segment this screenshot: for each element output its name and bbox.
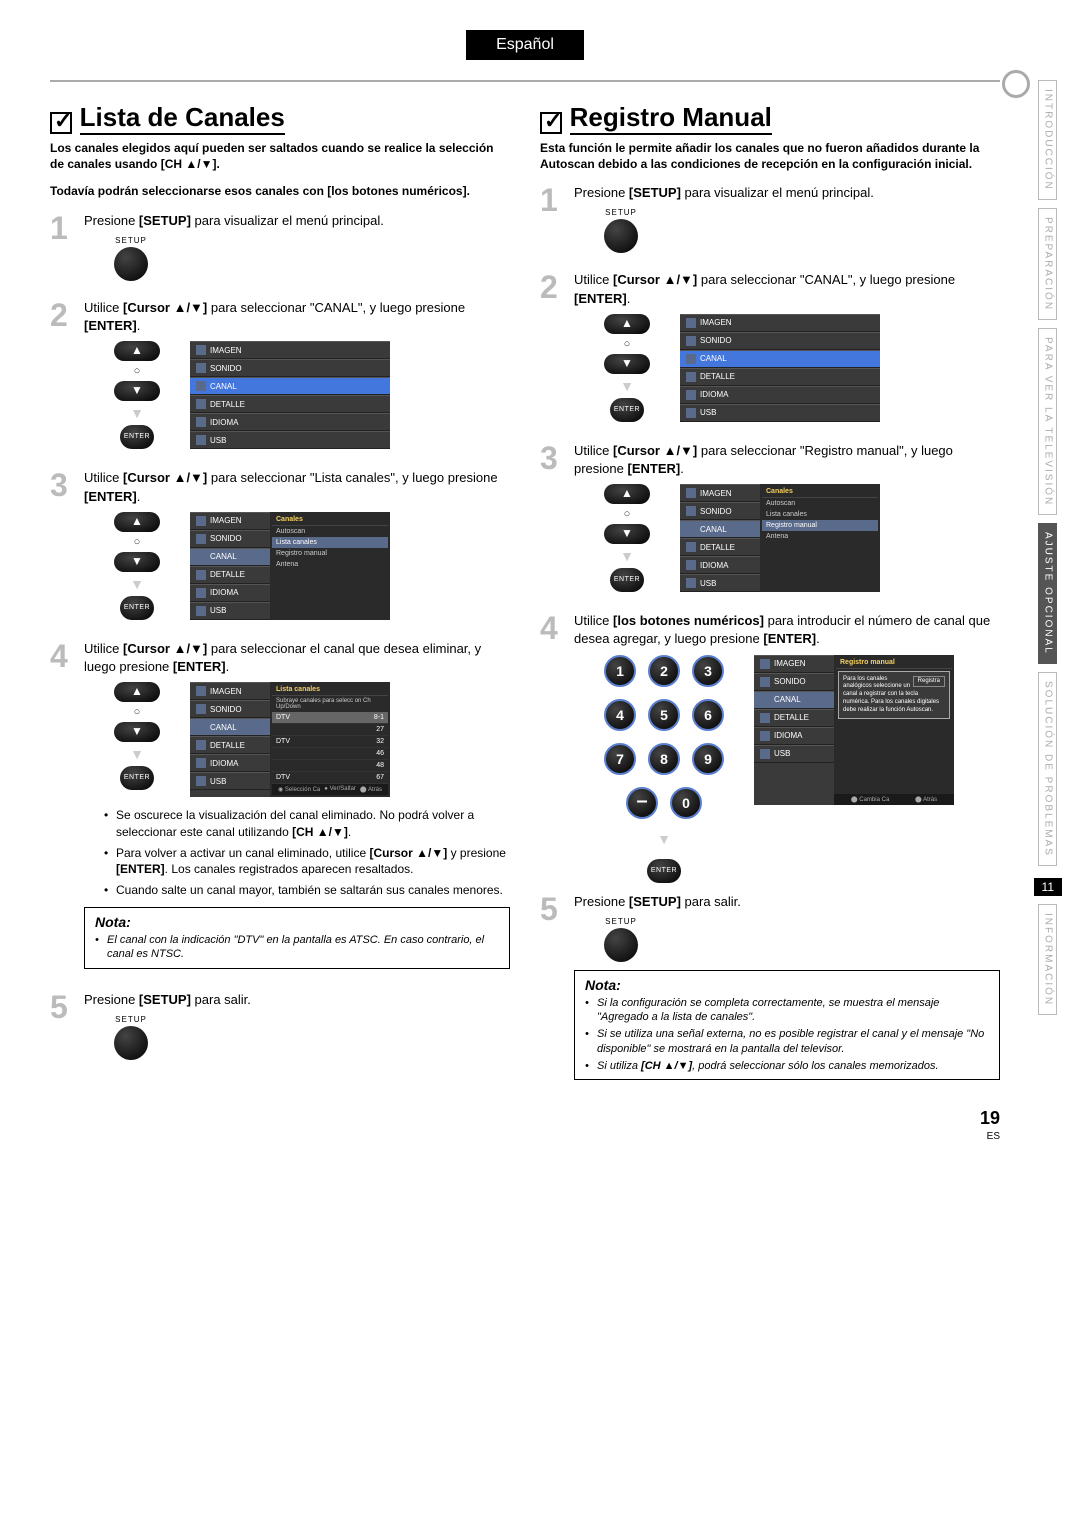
nota-box: Nota: El canal con la indicación "DTV" e… — [84, 907, 510, 969]
step-1: 1 Presione [SETUP] para visualizar el me… — [50, 212, 510, 289]
side-tab-preparacion: PREPARACIÓN — [1038, 208, 1057, 320]
side-tab-informacion: INFORMACIÓN — [1038, 904, 1057, 1015]
section-title-wrap: Lista de Canales — [50, 102, 510, 141]
nav-pad-icon: ▲ ○ ▼ ▼ ENTER — [604, 484, 650, 592]
step-4: 4 Utilice [los botones numéricos] para i… — [540, 612, 1000, 882]
step-3: 3 Utilice [Cursor ▲/▼] para seleccionar … — [540, 442, 1000, 602]
page-badge: 11 — [1034, 878, 1062, 896]
nav-pad-icon: ▲ ○ ▼ ▼ ENTER — [114, 682, 160, 790]
numpad-icon: 123 456 789 –0 ▼ ENTER — [604, 655, 724, 883]
side-tabs: INTRODUCCIÓN PREPARACIÓN PARA VER LA TEL… — [1034, 80, 1062, 1015]
page-footer: 19 ES — [980, 1108, 1000, 1142]
side-tab-solucion: SOLUCIÓN DE PROBLEMAS — [1038, 672, 1057, 866]
page-lang: ES — [980, 1131, 1000, 1142]
side-tab-television: PARA VER LA TELEVISIÓN — [1038, 328, 1057, 515]
setup-button-icon — [114, 1026, 148, 1060]
step-2: 2 Utilice [Cursor ▲/▼] para seleccionar … — [540, 271, 1000, 431]
menu-registro-screenshot: IMAGEN SONIDO CANAL DETALLE IDIOMA USB C… — [680, 484, 880, 592]
intro-text: Esta función le permite añadir los canal… — [540, 141, 1000, 172]
intro-text-1: Los canales elegidos aquí pueden ser sal… — [50, 141, 510, 172]
nota-box: Nota: Si la configuración se completa co… — [574, 970, 1000, 1080]
nav-pad-icon: ▲ ○ ▼ ▼ ENTER — [114, 341, 160, 449]
setup-button-icon — [114, 247, 148, 281]
check-icon — [50, 112, 72, 134]
step-4: 4 Utilice [Cursor ▲/▼] para seleccionar … — [50, 640, 510, 981]
step-3: 3 Utilice [Cursor ▲/▼] para seleccionar … — [50, 469, 510, 629]
page-number: 19 — [980, 1108, 1000, 1129]
menu-lista-screenshot: IMAGEN SONIDO CANAL DETALLE IDIOMA USB L… — [190, 682, 390, 797]
language-tab: Español — [466, 30, 584, 60]
section-title: Registro Manual — [570, 102, 772, 135]
header: Español — [50, 30, 1000, 60]
setup-button-icon — [604, 928, 638, 962]
section-title-wrap: Registro Manual — [540, 102, 1000, 141]
horizontal-rule — [50, 80, 1000, 82]
column-lista-canales: Lista de Canales Los canales elegidos aq… — [50, 102, 510, 1102]
step-5: 5 Presione [SETUP] para salir. SETUP Not… — [540, 893, 1000, 1093]
intro-text-2: Todavía podrán seleccionarse esos canale… — [50, 184, 510, 200]
menu-registro-input-screenshot: IMAGEN SONIDO CANAL DETALLE IDIOMA USB R… — [754, 655, 954, 805]
menu-canales-screenshot: IMAGEN SONIDO CANAL DETALLE IDIOMA USB C… — [190, 512, 390, 620]
side-tab-ajuste: AJUSTE OPCIONAL — [1038, 523, 1057, 664]
check-icon — [540, 112, 562, 134]
section-title: Lista de Canales — [80, 102, 285, 135]
menu-screenshot: IMAGEN SONIDO CANAL DETALLE IDIOMA USB — [680, 314, 880, 422]
step-2: 2 Utilice [Cursor ▲/▼] para seleccionar … — [50, 299, 510, 459]
step-5: 5 Presione [SETUP] para salir. SETUP — [50, 991, 510, 1068]
nav-pad-icon: ▲ ○ ▼ ▼ ENTER — [604, 314, 650, 422]
column-registro-manual: Registro Manual Esta función le permite … — [540, 102, 1000, 1102]
nav-pad-icon: ▲ ○ ▼ ▼ ENTER — [114, 512, 160, 620]
menu-screenshot: IMAGEN SONIDO CANAL DETALLE IDIOMA USB — [190, 341, 390, 449]
step-1: 1 Presione [SETUP] para visualizar el me… — [540, 184, 1000, 261]
bullet-list: Se oscurece la visualización del canal e… — [104, 807, 510, 899]
side-tab-introduccion: INTRODUCCIÓN — [1038, 80, 1057, 200]
setup-label: SETUP — [114, 236, 148, 245]
setup-button-icon — [604, 219, 638, 253]
